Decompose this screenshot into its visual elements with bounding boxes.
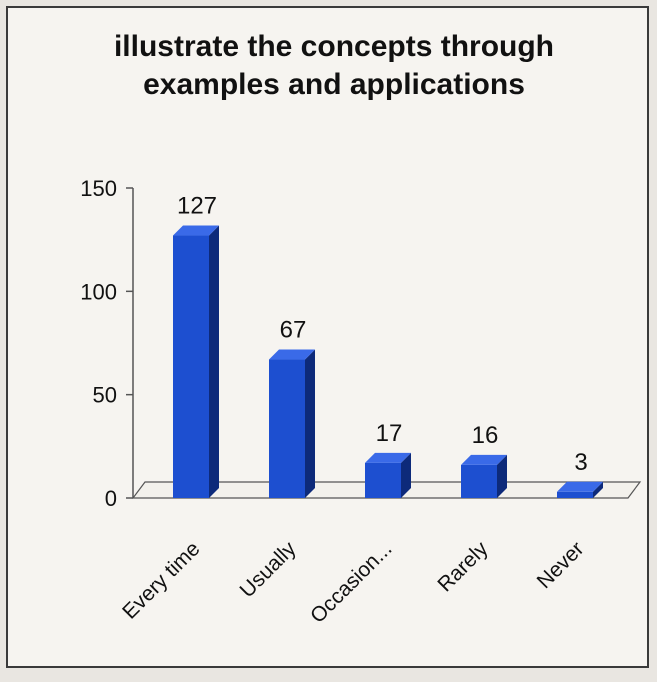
- plot-area: 0 50 100 150 127 Every time 67 Usually 17 Occasio…: [80, 176, 642, 628]
- bar: [461, 464, 497, 498]
- y-tick-label: 50: [93, 383, 117, 408]
- bar-top: [173, 225, 219, 236]
- bar: [557, 491, 593, 498]
- y-tick-label: 150: [80, 176, 117, 201]
- bar: [269, 359, 305, 498]
- chart-title-line-2: examples and applications: [143, 68, 525, 101]
- bar-side: [401, 452, 411, 498]
- x-tick-label: Occasion...: [306, 537, 397, 628]
- data-label: 16: [472, 422, 499, 449]
- bar-top: [269, 349, 315, 360]
- bar-top: [557, 481, 603, 492]
- data-label: 3: [574, 449, 587, 476]
- chart-frame: illustrate the concepts through examples…: [6, 6, 649, 668]
- chart-title-line-1: illustrate the concepts through: [114, 30, 554, 63]
- bar-side: [497, 454, 507, 498]
- bar-side: [209, 225, 219, 499]
- y-tick-label: 100: [80, 279, 117, 304]
- data-label: 67: [280, 317, 307, 344]
- y-tick-label: 0: [105, 486, 117, 511]
- x-tick-label: Usually: [236, 537, 301, 602]
- data-label: 17: [376, 420, 403, 447]
- x-tick-label: Every time: [118, 537, 204, 623]
- bar-top: [461, 454, 507, 465]
- bar-chart: illustrate the concepts through examples…: [80, 30, 642, 628]
- bar: [365, 462, 401, 498]
- data-label: 127: [177, 193, 217, 220]
- x-tick-label: Rarely: [433, 537, 493, 597]
- bar-side: [593, 481, 603, 498]
- bar-top: [365, 452, 411, 463]
- x-tick-label: Never: [533, 537, 589, 593]
- bar-side: [305, 349, 315, 498]
- bar: [173, 235, 209, 499]
